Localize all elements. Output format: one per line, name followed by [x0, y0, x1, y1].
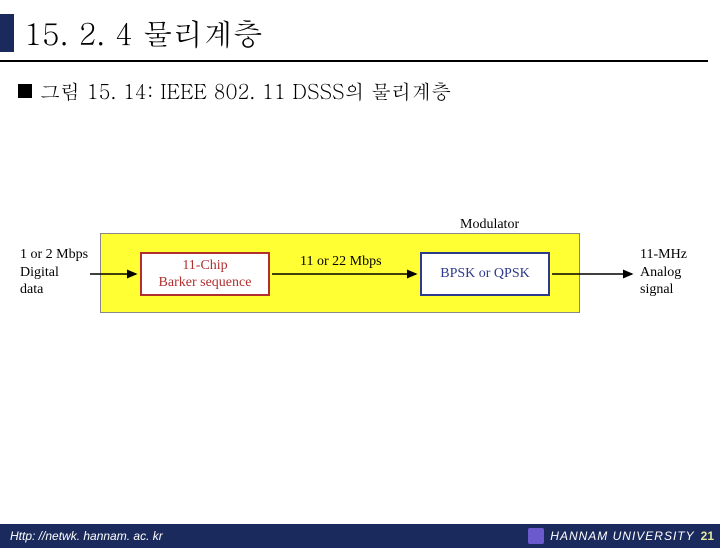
footer-url: Http: //netwk. hannam. ac. kr	[10, 529, 163, 543]
footer-bar: Http: //netwk. hannam. ac. kr HANNAM UNI…	[0, 524, 720, 548]
bullet-icon	[18, 84, 32, 98]
university-logo-icon	[528, 528, 544, 544]
title-bar: 15. 2. 4 물리계층	[0, 8, 708, 62]
subtitle-text: 그림 15. 14: IEEE 802. 11 DSSS의 물리계층	[40, 76, 451, 105]
page-title: 15. 2. 4 물리계층	[24, 12, 263, 54]
subtitle-row: 그림 15. 14: IEEE 802. 11 DSSS의 물리계층	[18, 76, 720, 105]
arrow-1	[20, 208, 700, 328]
footer-right: HANNAM UNIVERSITY 21	[528, 528, 714, 544]
page-number: 21	[701, 529, 714, 543]
dsss-diagram: 1 or 2 Mbps Digital data 11 or 22 Mbps M…	[20, 208, 700, 328]
title-marker	[0, 14, 14, 52]
university-name: HANNAM UNIVERSITY	[550, 529, 694, 543]
